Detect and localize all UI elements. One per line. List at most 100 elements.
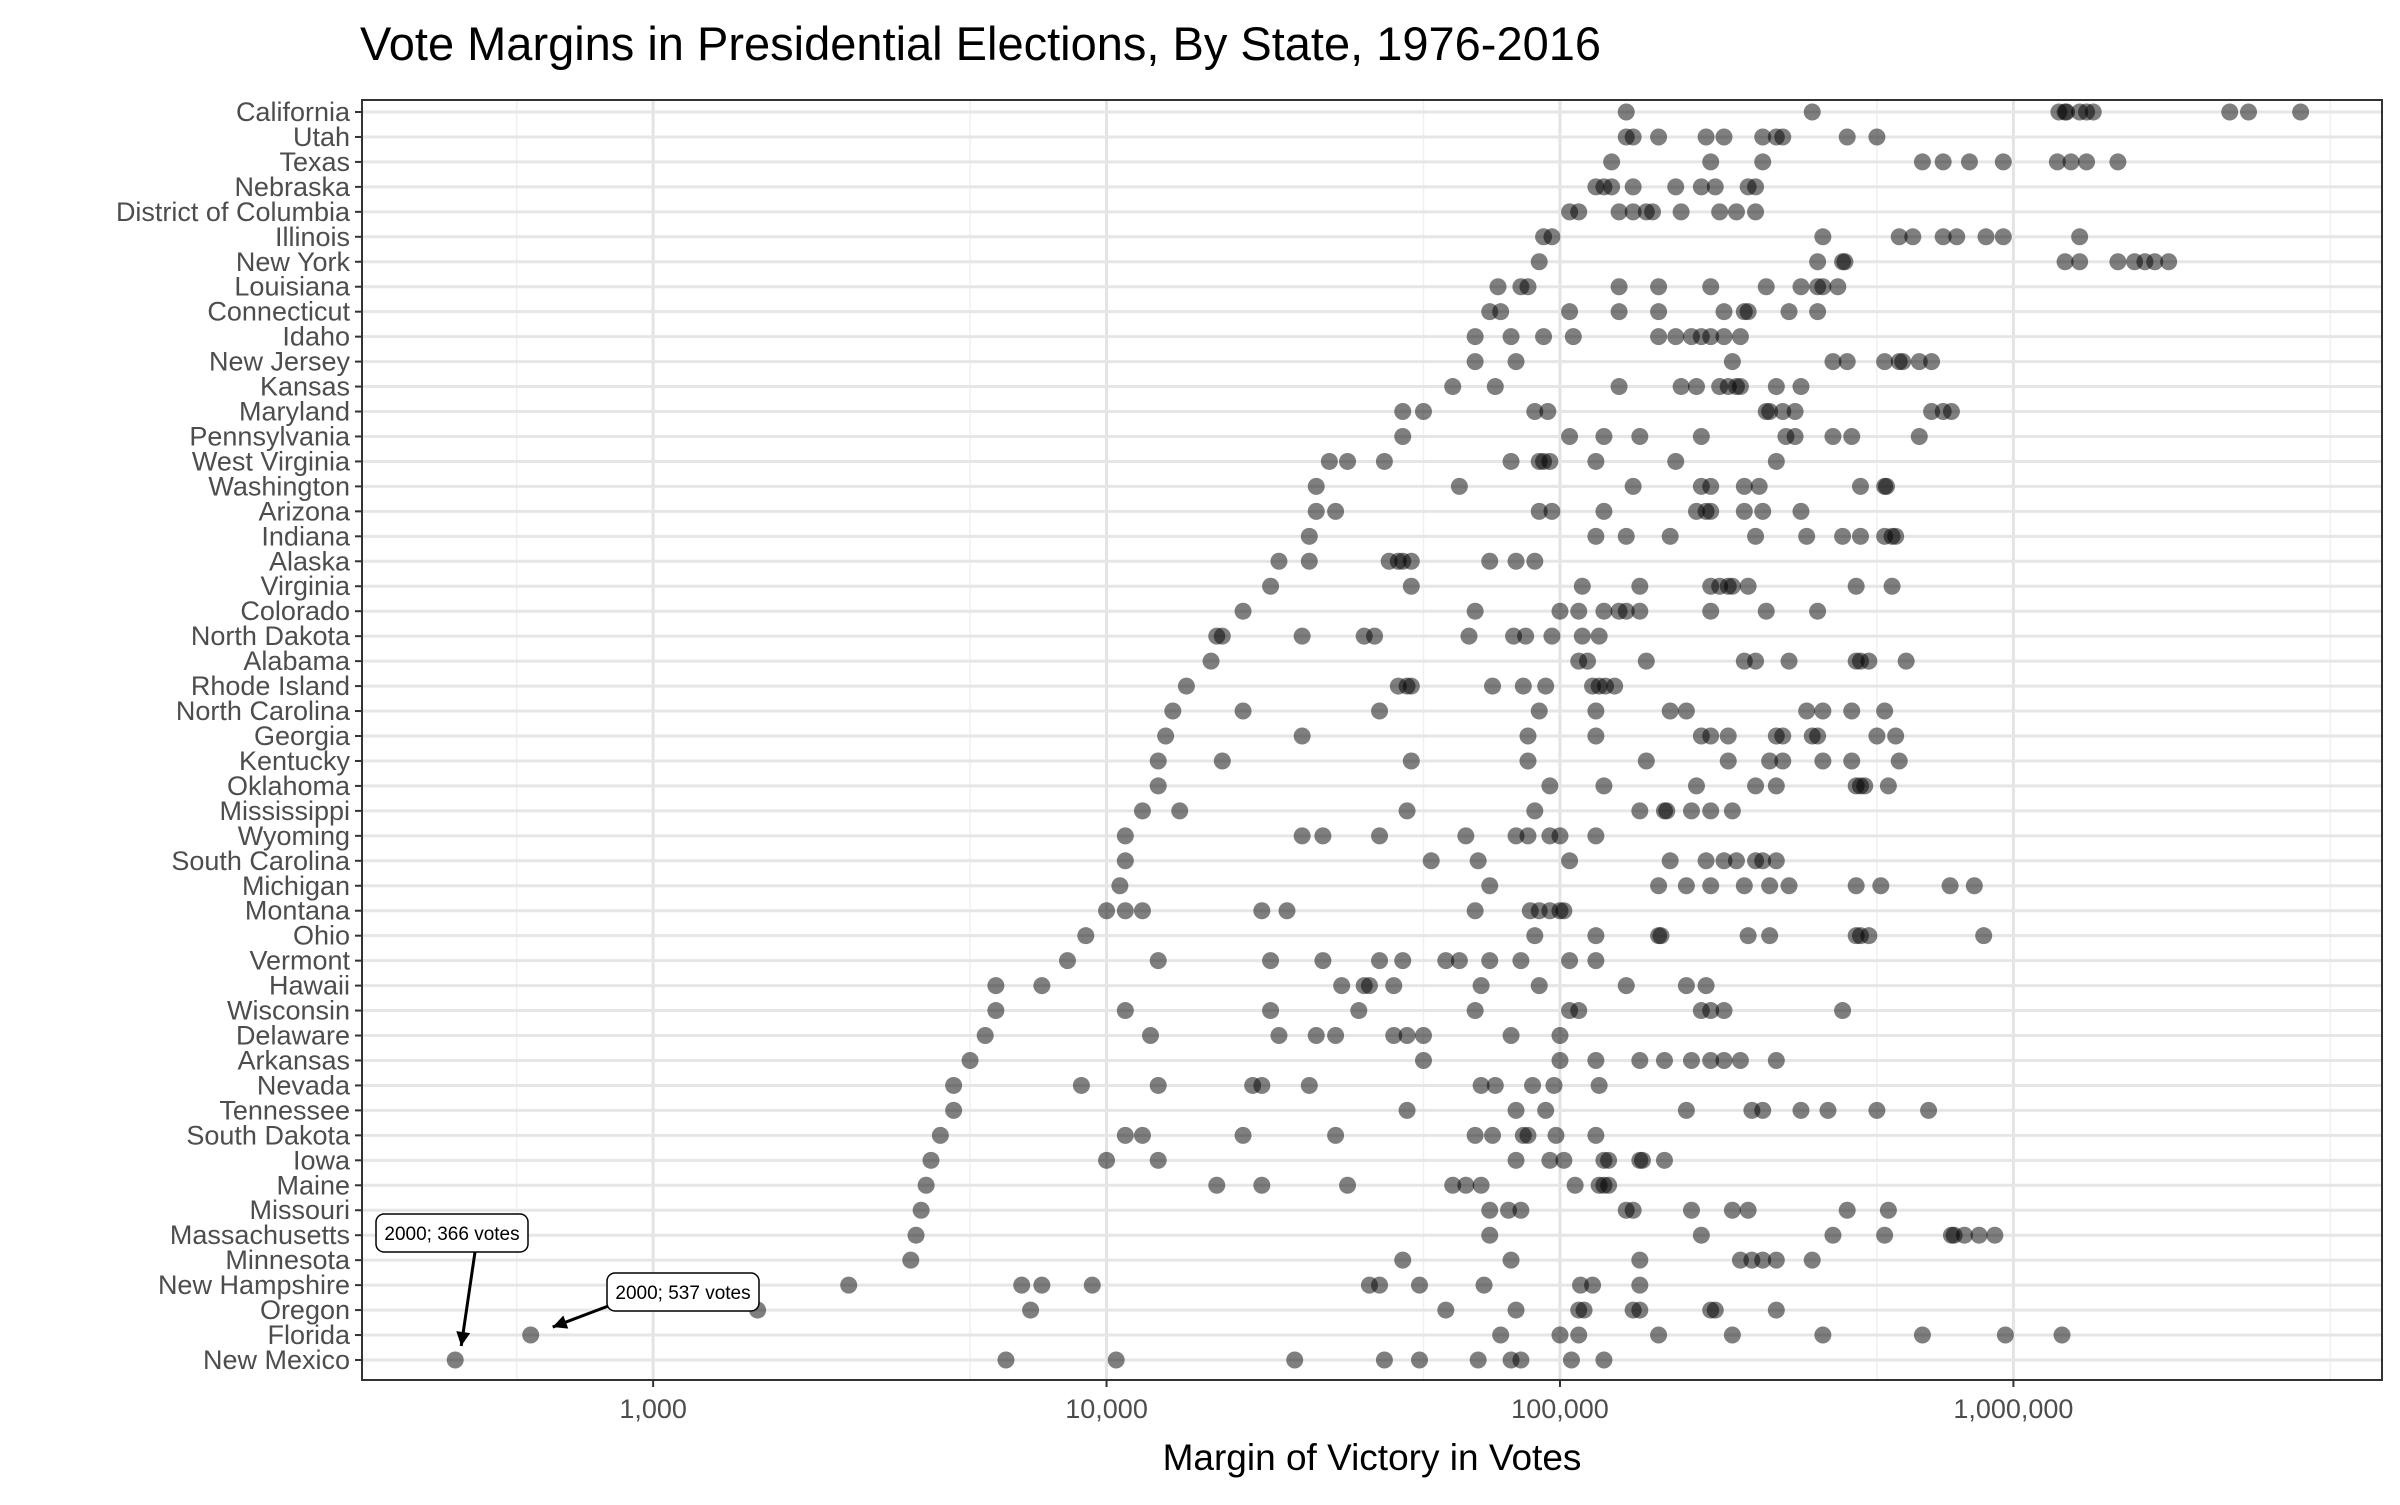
data-point xyxy=(1692,427,1710,445)
data-point xyxy=(1595,602,1613,620)
data-point xyxy=(1723,802,1741,820)
data-point xyxy=(1603,178,1621,196)
y-tick-label: South Dakota xyxy=(186,1120,351,1150)
data-point xyxy=(1564,328,1582,346)
y-tick-label: Oklahoma xyxy=(227,771,351,801)
data-point xyxy=(1860,652,1878,670)
data-point xyxy=(1780,652,1798,670)
data-point xyxy=(1692,1226,1710,1244)
y-tick-label: Virginia xyxy=(260,571,351,601)
data-point xyxy=(1767,1301,1785,1319)
data-point xyxy=(1133,1126,1151,1144)
data-point xyxy=(931,1126,949,1144)
data-point xyxy=(1307,502,1325,520)
data-point xyxy=(1469,1351,1487,1369)
x-axis-title: Margin of Victory in Votes xyxy=(1163,1437,1582,1478)
data-point xyxy=(1327,1027,1345,1045)
data-point xyxy=(1814,278,1832,296)
data-point xyxy=(1767,777,1785,795)
data-point xyxy=(1851,477,1869,495)
data-point xyxy=(840,1276,858,1294)
data-point xyxy=(1754,153,1772,171)
data-point xyxy=(1371,827,1389,845)
data-point xyxy=(1610,278,1628,296)
data-point xyxy=(1731,378,1749,396)
data-point xyxy=(1883,577,1901,595)
data-point xyxy=(1631,427,1649,445)
data-point xyxy=(1774,403,1792,421)
data-point xyxy=(1394,952,1412,970)
data-point xyxy=(1996,1326,2014,1344)
data-point xyxy=(1843,752,1861,770)
data-point xyxy=(1098,902,1116,920)
data-point xyxy=(1829,278,1847,296)
data-point xyxy=(1739,927,1757,945)
y-tick-label: Vermont xyxy=(249,946,350,976)
data-point xyxy=(1457,1176,1475,1194)
data-point xyxy=(1444,378,1462,396)
data-point xyxy=(907,1226,925,1244)
data-point xyxy=(1767,378,1785,396)
data-point xyxy=(1677,1101,1695,1119)
data-point xyxy=(522,1326,540,1344)
data-point xyxy=(1541,452,1559,470)
data-point xyxy=(1739,577,1757,595)
data-point xyxy=(1116,827,1134,845)
y-tick-label: Wyoming xyxy=(238,821,350,851)
data-point xyxy=(1723,1201,1741,1219)
annotation-box xyxy=(375,1213,529,1253)
data-point xyxy=(1333,977,1351,995)
data-point xyxy=(945,1101,963,1119)
data-point xyxy=(1481,877,1499,895)
data-point xyxy=(987,977,1005,995)
y-tick-label: New Mexico xyxy=(203,1345,350,1375)
plot-border xyxy=(361,99,2383,1381)
data-point xyxy=(1934,153,1952,171)
data-point xyxy=(1278,902,1296,920)
data-point xyxy=(1879,1201,1897,1219)
data-point xyxy=(1965,877,1983,895)
data-point xyxy=(1472,1076,1490,1094)
y-tick-label: Arizona xyxy=(258,496,351,526)
data-point xyxy=(1824,427,1842,445)
data-point xyxy=(1913,1326,1931,1344)
data-point xyxy=(2146,253,2164,271)
data-point xyxy=(1466,328,1484,346)
data-point xyxy=(1780,877,1798,895)
data-point xyxy=(2056,253,2074,271)
data-point xyxy=(1824,1226,1842,1244)
data-point xyxy=(1366,627,1384,645)
data-point xyxy=(1702,802,1720,820)
data-point xyxy=(1624,178,1642,196)
data-point xyxy=(1920,1101,1938,1119)
y-tick-label: Delaware xyxy=(236,1021,350,1051)
data-point xyxy=(1994,228,2012,246)
data-point xyxy=(1327,502,1345,520)
data-point xyxy=(1754,502,1772,520)
data-point xyxy=(1600,1176,1618,1194)
data-point xyxy=(1590,627,1608,645)
data-point xyxy=(1466,902,1484,920)
data-point xyxy=(1537,1101,1555,1119)
data-point xyxy=(1507,353,1525,371)
data-point xyxy=(1149,777,1167,795)
data-point xyxy=(2058,103,2076,121)
data-point xyxy=(1475,1276,1493,1294)
data-point xyxy=(1809,303,1827,321)
data-point xyxy=(1398,1101,1416,1119)
data-point xyxy=(2071,253,2089,271)
y-tick-label: Maryland xyxy=(239,397,350,427)
data-point xyxy=(1672,378,1690,396)
data-point xyxy=(1481,1226,1499,1244)
data-point xyxy=(1876,1226,1894,1244)
y-tick-label: Louisiana xyxy=(234,272,351,302)
data-point xyxy=(1715,1002,1733,1020)
y-tick-label: Wisconsin xyxy=(227,996,350,1026)
data-point xyxy=(1652,927,1670,945)
data-point xyxy=(1545,1076,1563,1094)
y-tick-label: Kansas xyxy=(260,372,350,402)
data-point xyxy=(1402,552,1420,570)
data-point xyxy=(1502,328,1520,346)
data-point xyxy=(1547,1126,1565,1144)
